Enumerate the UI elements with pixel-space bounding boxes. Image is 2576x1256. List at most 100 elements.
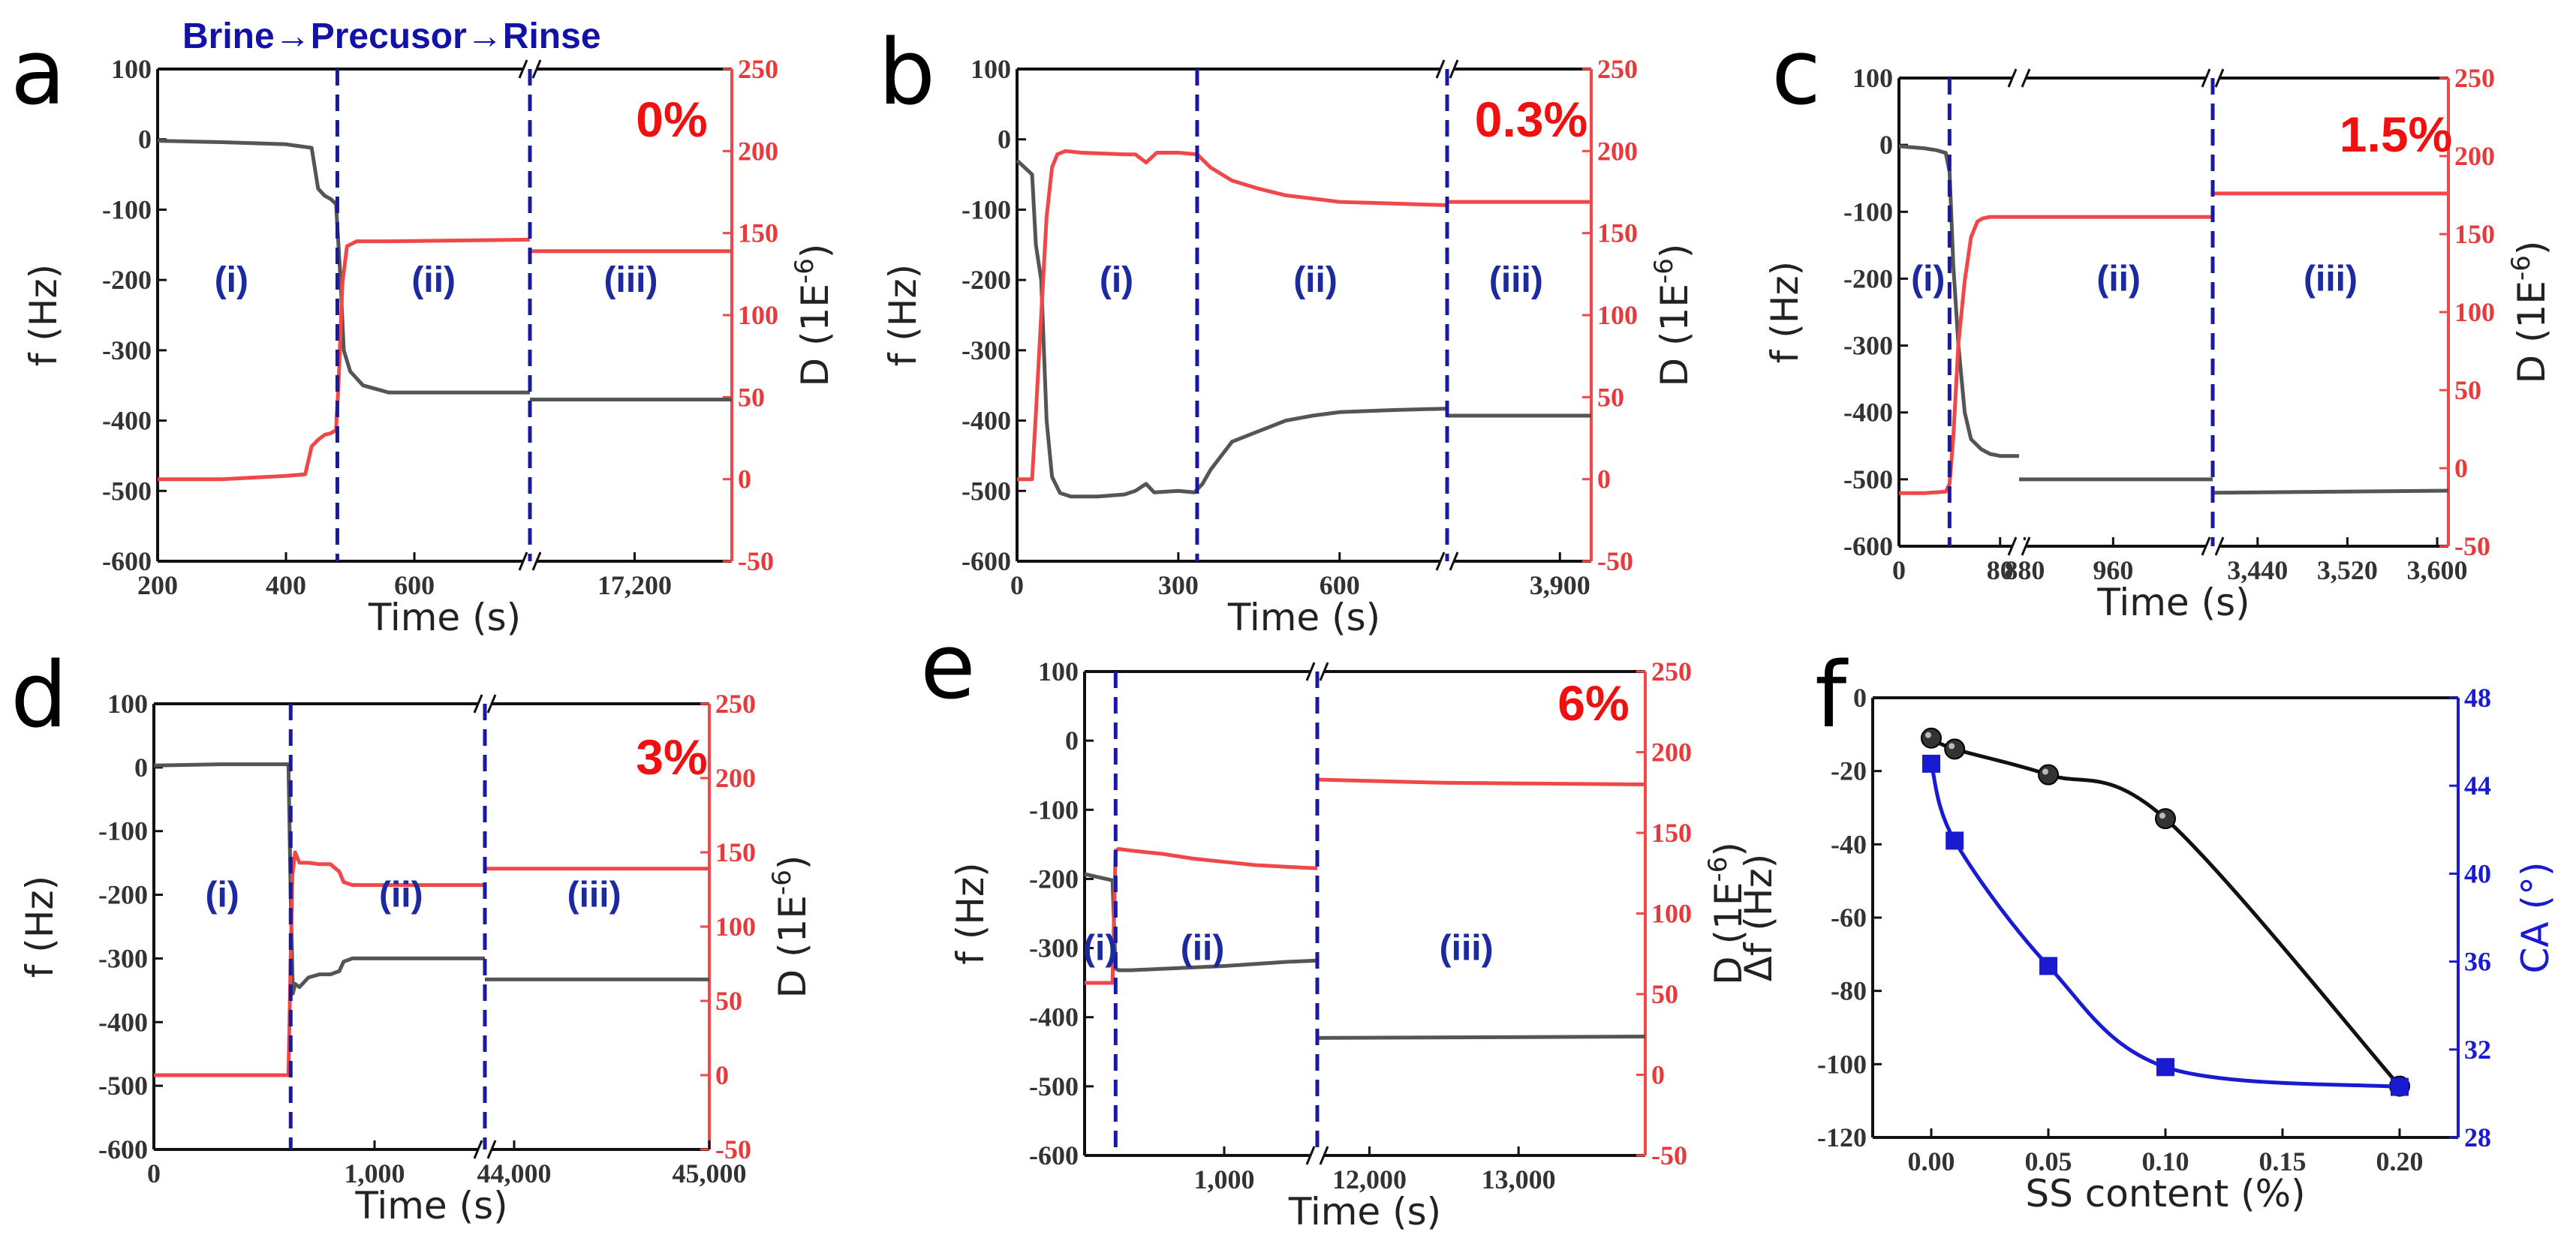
y-tick-label: -200 (1029, 864, 1079, 894)
x-tick-label: 960 (2093, 555, 2133, 585)
y-tick-label: -100 (1843, 197, 1893, 227)
x-tick-label: 300 (1158, 570, 1199, 600)
y-tick-label: -200 (98, 880, 148, 910)
ca-point (1922, 754, 1940, 773)
x-tick-label: 1,000 (345, 1158, 405, 1188)
axis-break-mark (2021, 68, 2031, 88)
x-axis-label: SS content (%) (2025, 1172, 2305, 1215)
y2-tick-label: 100 (1651, 899, 1692, 929)
y2-tick-label: -50 (1597, 546, 1633, 576)
panel-letter: c (1771, 21, 1821, 125)
y2-tick-label: 250 (1597, 54, 1638, 84)
y-tick-label: -500 (102, 476, 152, 506)
y2-tick-label: 0 (2454, 453, 2468, 483)
y2-tick-label: -50 (715, 1134, 751, 1164)
x-tick-label: 0 (1892, 555, 1906, 585)
y-tick-label: 100 (1038, 657, 1079, 687)
x-tick-label: 3,440 (2227, 555, 2288, 585)
df-point (2155, 808, 2176, 830)
df-point-highlight (1949, 743, 1955, 750)
axis-break-gap (1440, 555, 1454, 567)
y2-tick-label: 250 (2454, 63, 2495, 93)
y-tick-label: -100 (98, 816, 148, 846)
axis-break-mark (531, 59, 542, 79)
y-tick-label: -500 (961, 476, 1011, 506)
axis-break-mark (2214, 68, 2225, 88)
y2-axis-label: D (1E-6) (767, 855, 814, 999)
y-tick-label: -300 (98, 943, 148, 973)
y2-tick-label: 50 (1651, 979, 1678, 1009)
x-axis-label: Time (s) (2096, 581, 2249, 624)
y2-tick-label: -50 (738, 546, 774, 576)
x-tick-label: 3,520 (2317, 555, 2378, 585)
x-tick-label: 0.10 (2142, 1146, 2189, 1176)
y-axis-label: Δf (Hz) (1737, 854, 1780, 982)
axis-break-mark (518, 551, 528, 571)
percent-label: 3% (636, 729, 707, 785)
y-tick-label: -600 (1029, 1140, 1079, 1170)
panel-letter: a (11, 21, 66, 125)
region-label: (i) (1911, 259, 1945, 299)
x-tick-label: 3,900 (1530, 570, 1590, 600)
protocol-header: Brine→Precusor→Rinse (182, 17, 601, 56)
y2-tick-label: 50 (738, 382, 765, 412)
x-tick-label: 0.20 (2376, 1146, 2424, 1176)
series-f-line (1016, 158, 1448, 499)
x-axis-label: Time (s) (1227, 596, 1380, 639)
y-tick-label: 0 (1065, 726, 1079, 756)
axis-break-mark (1449, 59, 1459, 79)
x-tick-label: 80 (1987, 555, 2014, 585)
percent-label: 1.5% (2340, 107, 2452, 162)
y-tick-label: -200 (961, 265, 1011, 295)
y-tick-label: -40 (1831, 829, 1867, 859)
region-label: (i) (1083, 929, 1117, 969)
y2-tick-label: 200 (1651, 738, 1692, 768)
x-tick-label: 0.15 (2259, 1146, 2307, 1176)
y2-tick-label: 100 (2454, 297, 2495, 327)
y2-tick-label: 150 (1597, 218, 1638, 248)
panel-letter: b (878, 21, 935, 125)
series-D-line (1017, 149, 1448, 482)
y-axis-label: f (Hz) (22, 264, 65, 366)
y-tick-label: -100 (102, 194, 152, 224)
df-point-highlight (2159, 813, 2165, 819)
x-tick-label: 13,000 (1482, 1164, 1556, 1194)
y-tick-label: -500 (1029, 1071, 1079, 1101)
x-tick-label: 3,600 (2407, 555, 2468, 585)
panel-letter: e (920, 615, 976, 720)
panel-a: a 1000-100-200-300-400-500-60025020015010… (11, 21, 837, 639)
y2-label-exponent: -6 (2506, 255, 2536, 281)
region-label: (ii) (379, 876, 423, 915)
y2-tick-label: 250 (738, 54, 778, 84)
x-tick-label: 1,000 (1194, 1164, 1255, 1194)
y2-tick-label: 200 (738, 136, 778, 166)
y2-axis-label: CA (°) (2514, 861, 2557, 973)
axis-break-mark (1435, 551, 1446, 571)
x-tick-label: 600 (1320, 570, 1360, 600)
y2-tick-label: 44 (2464, 771, 2491, 801)
axis-break-mark (1435, 59, 1446, 79)
y2-axis-label: D (1E-6) (1703, 842, 1750, 985)
axis-break-mark (1319, 1146, 1329, 1165)
y2-tick-label: 50 (715, 986, 742, 1016)
y2-tick-label: 0 (1597, 464, 1611, 494)
axis-break-mark (486, 694, 497, 714)
y-axis-label: f (Hz) (881, 264, 925, 366)
region-label: (iii) (1440, 929, 1494, 969)
y2-tick-label: 250 (1651, 657, 1692, 687)
y-tick-label: 100 (107, 689, 148, 719)
y2-tick-label: 250 (715, 689, 756, 719)
axis-break-mark (1305, 1146, 1316, 1165)
axis-break-mark (473, 694, 483, 714)
y-axis-label: f (Hz) (18, 876, 62, 978)
y2-tick-label: 150 (738, 218, 778, 248)
region-label: (i) (215, 260, 248, 300)
chart-root: a 1000-100-200-300-400-500-60025020015010… (11, 21, 2557, 1233)
y-tick-label: -300 (102, 335, 152, 365)
axis-break-mark (2021, 536, 2031, 556)
region-label: (i) (205, 876, 239, 915)
y-tick-label: -120 (1817, 1122, 1867, 1152)
x-tick-label: 44,000 (477, 1158, 552, 1188)
region-label: (ii) (1293, 260, 1338, 300)
